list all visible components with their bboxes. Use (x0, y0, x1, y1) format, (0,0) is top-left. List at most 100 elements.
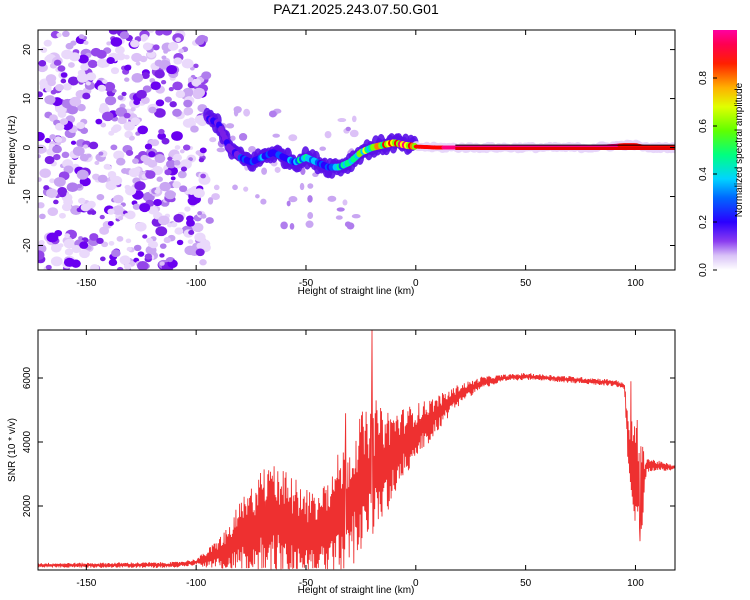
spectrogram-noise-speck (157, 132, 167, 140)
spectrogram-noise-speck (173, 213, 184, 223)
spectrogram-noise-speck (188, 229, 195, 236)
spectrogram-noise-speck (83, 40, 89, 45)
spectrogram-noise-speck (124, 54, 130, 60)
spectrogram-noise-speck (184, 206, 191, 212)
spectrogram-noise-speck (280, 221, 288, 230)
spectrogram-noise-speck (77, 69, 86, 77)
snr-x-tick-label: 100 (627, 578, 644, 589)
spectrogram-noise-speck (106, 56, 115, 64)
spectrogram-noise-speck (116, 157, 126, 166)
snr-x-tick-label: -100 (186, 578, 206, 589)
spectrogram-noise-speck (156, 176, 163, 182)
spectrogram-noise-speck (158, 215, 170, 226)
spectrogram-noise-speck (238, 132, 248, 141)
spectrogram-noise-speck (139, 55, 148, 63)
spectrogram-noise-speck (144, 253, 153, 260)
spectrogram-noise-speck (128, 135, 135, 141)
spectrogram-noise-speck (67, 76, 79, 86)
spectrogram-noise-speck (105, 95, 117, 106)
spectrogram-noise-speck (148, 206, 159, 215)
spectrogram-noise-speck (342, 199, 348, 206)
spectrogram-noise-speck (53, 199, 59, 205)
spectrogram-noise-speck (60, 78, 67, 84)
spectrogram-noise-speck (47, 207, 59, 217)
spectrogram-noise-speck (193, 188, 205, 199)
spectrogram-noise-speck (194, 232, 206, 242)
spectrogram-noise-speck (175, 37, 182, 43)
spectrogram-noise-speck (272, 133, 280, 138)
spectrogram-noise-speck (337, 118, 347, 123)
spectrogram-x-tick-label: -50 (299, 278, 314, 289)
spectrogram-x-tick-label: 0 (413, 278, 419, 289)
spectrogram-noise-speck (80, 63, 89, 71)
spectrogram-noise-speck (169, 101, 177, 108)
spectrogram-noise-speck (76, 207, 83, 213)
spectrogram-noise-speck (38, 144, 47, 154)
spectrogram-noise-speck (172, 108, 182, 117)
spectrogram-noise-speck (133, 99, 141, 106)
snr-y-label: SNR (10 * v/v) (7, 418, 18, 482)
spectrogram-noise-speck (174, 145, 181, 150)
spectrogram-noise-speck (211, 193, 220, 200)
spectrogram-noise-speck (96, 80, 102, 85)
spectrogram-noise-speck (288, 196, 298, 203)
spectrogram-noise-speck (166, 65, 178, 75)
spectrogram-noise-speck (62, 83, 72, 91)
spectrogram-noise-speck (144, 143, 153, 150)
spectrogram-noise-speck (110, 144, 118, 151)
spectrogram-noise-speck (72, 146, 85, 157)
spectrogram-noise-speck (133, 167, 141, 173)
spectrogram-noise-speck (135, 221, 147, 232)
spectrogram-noise-speck (80, 203, 91, 212)
spectrogram-noise-speck (130, 39, 140, 48)
spectrogram-noise-speck (58, 243, 64, 248)
spectrogram-noise-speck (179, 149, 185, 154)
spectrogram-noise-speck (135, 61, 141, 66)
spectrogram-noise-speck (38, 60, 47, 67)
spectrogram-noise-speck (201, 71, 212, 80)
spectrogram-noise-speck (153, 198, 162, 207)
spectrogram-noise-speck (180, 166, 188, 172)
spectrogram-noise-speck (77, 183, 83, 189)
colorbar-label: Normalized spectral amplitude (734, 82, 745, 217)
spectrogram-noise-speck (102, 111, 114, 122)
chart-title: PAZ1.2025.243.07.50.G01 (273, 1, 439, 17)
spectrogram-y-tick-label: 20 (22, 44, 33, 56)
spectrogram-noise-speck (154, 108, 166, 118)
spectrogram-noise-speck (191, 78, 202, 87)
spectrogram-noise-speck (97, 174, 108, 183)
spectrogram-noise-speck (63, 238, 76, 249)
spectrogram-noise-speck (136, 89, 147, 99)
spectrogram-plot-area (38, 30, 675, 270)
spectrogram-noise-speck (307, 212, 314, 219)
spectrogram-noise-speck (125, 238, 132, 244)
spectrogram-noise-speck (110, 126, 120, 134)
spectrogram-noise-speck (137, 251, 145, 257)
spectrogram-noise-speck (53, 154, 61, 161)
spectrogram-noise-speck (124, 263, 132, 270)
spectrogram-noise-speck (59, 212, 66, 219)
spectrogram-noise-speck (186, 219, 195, 227)
spectrogram-noise-speck (299, 182, 305, 191)
spectrogram-noise-speck (44, 155, 55, 165)
spectrogram-noise-speck (148, 106, 157, 114)
spectrogram-noise-speck (142, 234, 148, 239)
spectrogram-noise-speck (44, 95, 56, 105)
spectrogram-noise-speck (76, 169, 89, 180)
spectrogram-noise-speck (139, 202, 151, 213)
colorbar-tick-label: 0.0 (698, 263, 709, 277)
spectrogram-noise-speck (103, 81, 116, 92)
spectrogram-noise-speck (49, 134, 56, 140)
spectrogram-noise-speck (307, 195, 313, 203)
spectrogram-noise-speck (53, 59, 62, 66)
spectrogram-noise-speck (199, 147, 207, 154)
spectrogram-noise-speck (109, 175, 118, 182)
spectrogram-noise-speck (99, 214, 105, 220)
spectrogram-noise-speck (110, 67, 120, 75)
colorbar-tick-label: 0.6 (698, 119, 709, 133)
spectrogram-noise-speck (174, 227, 184, 235)
spectrogram-noise-speck (60, 72, 68, 78)
spectrogram-noise-speck (195, 37, 205, 46)
spectrogram-noise-speck (349, 129, 359, 138)
